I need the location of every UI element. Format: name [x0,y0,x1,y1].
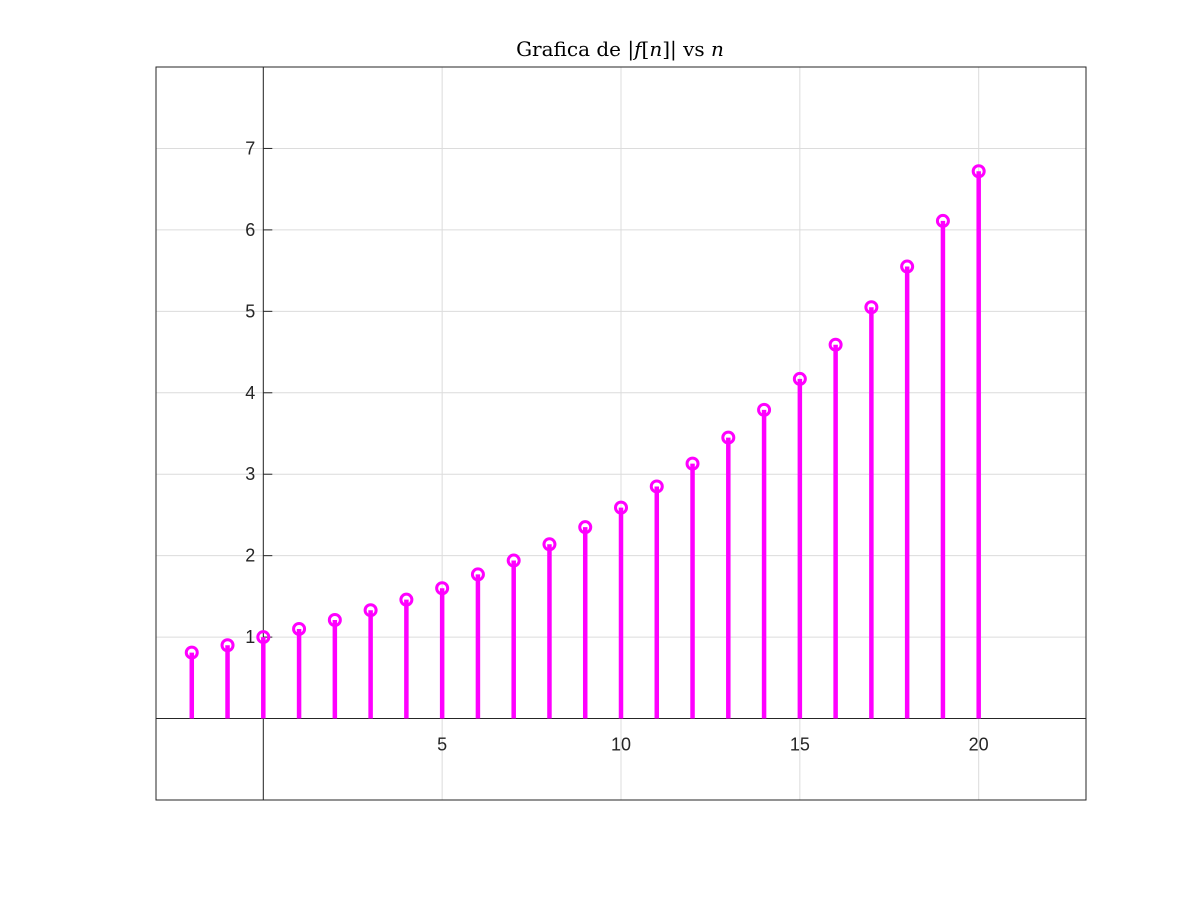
stem-point [470,567,485,719]
stem-marker [327,613,342,628]
title-part: n [711,37,724,61]
stem-point [864,300,879,719]
stem-point [900,259,915,719]
stem-point [220,638,235,719]
stem-point [292,621,307,719]
stem-point [578,520,593,719]
stem-marker [614,500,628,515]
title-part: Grafica de | [516,37,634,62]
stem-marker [721,430,736,445]
y-tick-label: 2 [245,546,255,566]
stem-marker [828,337,843,352]
stem-marker [935,213,950,228]
stem-marker [292,621,307,636]
tick-labels: 5 10 15 20 1 2 3 4 5 6 7 [245,138,988,754]
stem-marker [649,479,664,494]
stem-point [542,537,557,719]
y-tick-label: 1 [245,627,255,647]
stem-point [792,371,807,719]
stem-marker [435,581,450,596]
y-tick-label: 6 [245,220,255,240]
y-tick-label: 4 [245,383,255,403]
plot-frame [155,66,1087,801]
stem-marker [757,402,772,417]
x-tick-label: 10 [611,735,631,755]
stem-point [935,213,950,719]
y-tick-label: 5 [245,301,255,321]
stem-marker [542,537,557,552]
x-tick-label: 5 [437,735,447,755]
stem-marker [363,603,378,618]
stem-point [721,430,736,719]
title-part: n [649,37,662,61]
stem-point [649,479,664,719]
stem-point [506,553,521,719]
stem-point [363,603,378,719]
stem-marker [971,164,986,179]
stem-marker [506,553,521,568]
stem-marker [220,638,235,653]
stem-marker [792,371,807,386]
stem-point [685,456,700,719]
chart-title: Grafica de |f[n]| vs n [516,37,724,62]
x-tick-label: 15 [790,735,810,755]
stem-marker [470,567,485,582]
stem-marker [900,259,915,274]
stem-marker [864,300,879,315]
stem-point [614,500,628,719]
stem-marker [256,630,271,645]
title-part: ]| vs [662,37,711,62]
stem-point [256,630,271,719]
stem-point [971,164,986,719]
stem-point [184,645,199,719]
stem-point [399,592,414,719]
y-tick-label: 7 [245,138,255,158]
stem-point [828,337,843,719]
stem-point [327,613,342,719]
title-part: [ [642,37,650,61]
stem-marker [399,592,414,607]
stem-series [184,164,986,719]
x-tick-label: 20 [969,735,989,755]
y-tick-label: 3 [245,464,255,484]
stem-point [435,581,450,719]
stem-point [757,402,772,719]
stem-marker [578,520,593,535]
stem-marker [184,645,199,660]
stem-marker [685,456,700,471]
